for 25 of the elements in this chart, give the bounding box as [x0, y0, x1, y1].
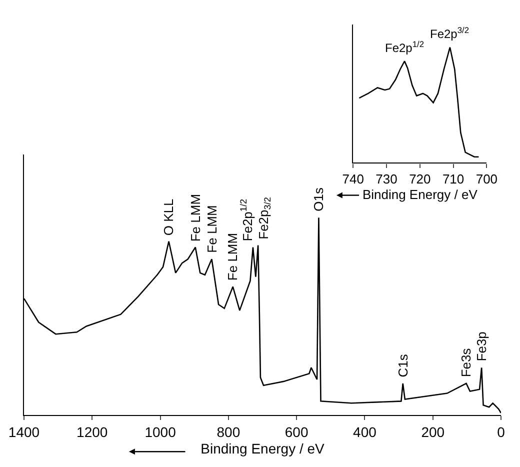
- x-tick-label: 730: [376, 171, 398, 186]
- annotation: Fe2p$^{1/2}$: [385, 39, 424, 56]
- x-tick-label: 200: [421, 424, 445, 440]
- x-tick-label: 0: [497, 424, 506, 440]
- x-tick-label: 720: [409, 171, 431, 186]
- annotation: O1s: [311, 187, 326, 212]
- x-tick-label: 1400: [8, 424, 40, 440]
- x-tick-label: 700: [476, 171, 498, 186]
- annotation: C1s: [395, 354, 410, 378]
- x-tick-label: 400: [353, 424, 377, 440]
- x-tick-label: 1200: [76, 424, 108, 440]
- annotation: Fe LMM: [204, 205, 220, 253]
- annotation: O KLL: [160, 198, 176, 236]
- x-tick-label: 1000: [144, 424, 176, 440]
- x-tick-label: 600: [284, 424, 308, 440]
- x-tick-label: 710: [442, 171, 464, 186]
- annotation: Fe LMM: [225, 232, 240, 281]
- annotation: Fe3s: [458, 348, 474, 378]
- annotation: Fe2p$^{3/2}$: [430, 25, 470, 42]
- x-axis-title: Binding Energy / eV: [200, 440, 326, 456]
- annotation: Fe3p: [474, 332, 489, 362]
- x-tick-label: 740: [342, 171, 364, 186]
- x-axis-title: Binding Energy / eV: [362, 187, 478, 202]
- annotation: Fe LMM: [188, 194, 204, 242]
- x-tick-label: 800: [216, 424, 240, 440]
